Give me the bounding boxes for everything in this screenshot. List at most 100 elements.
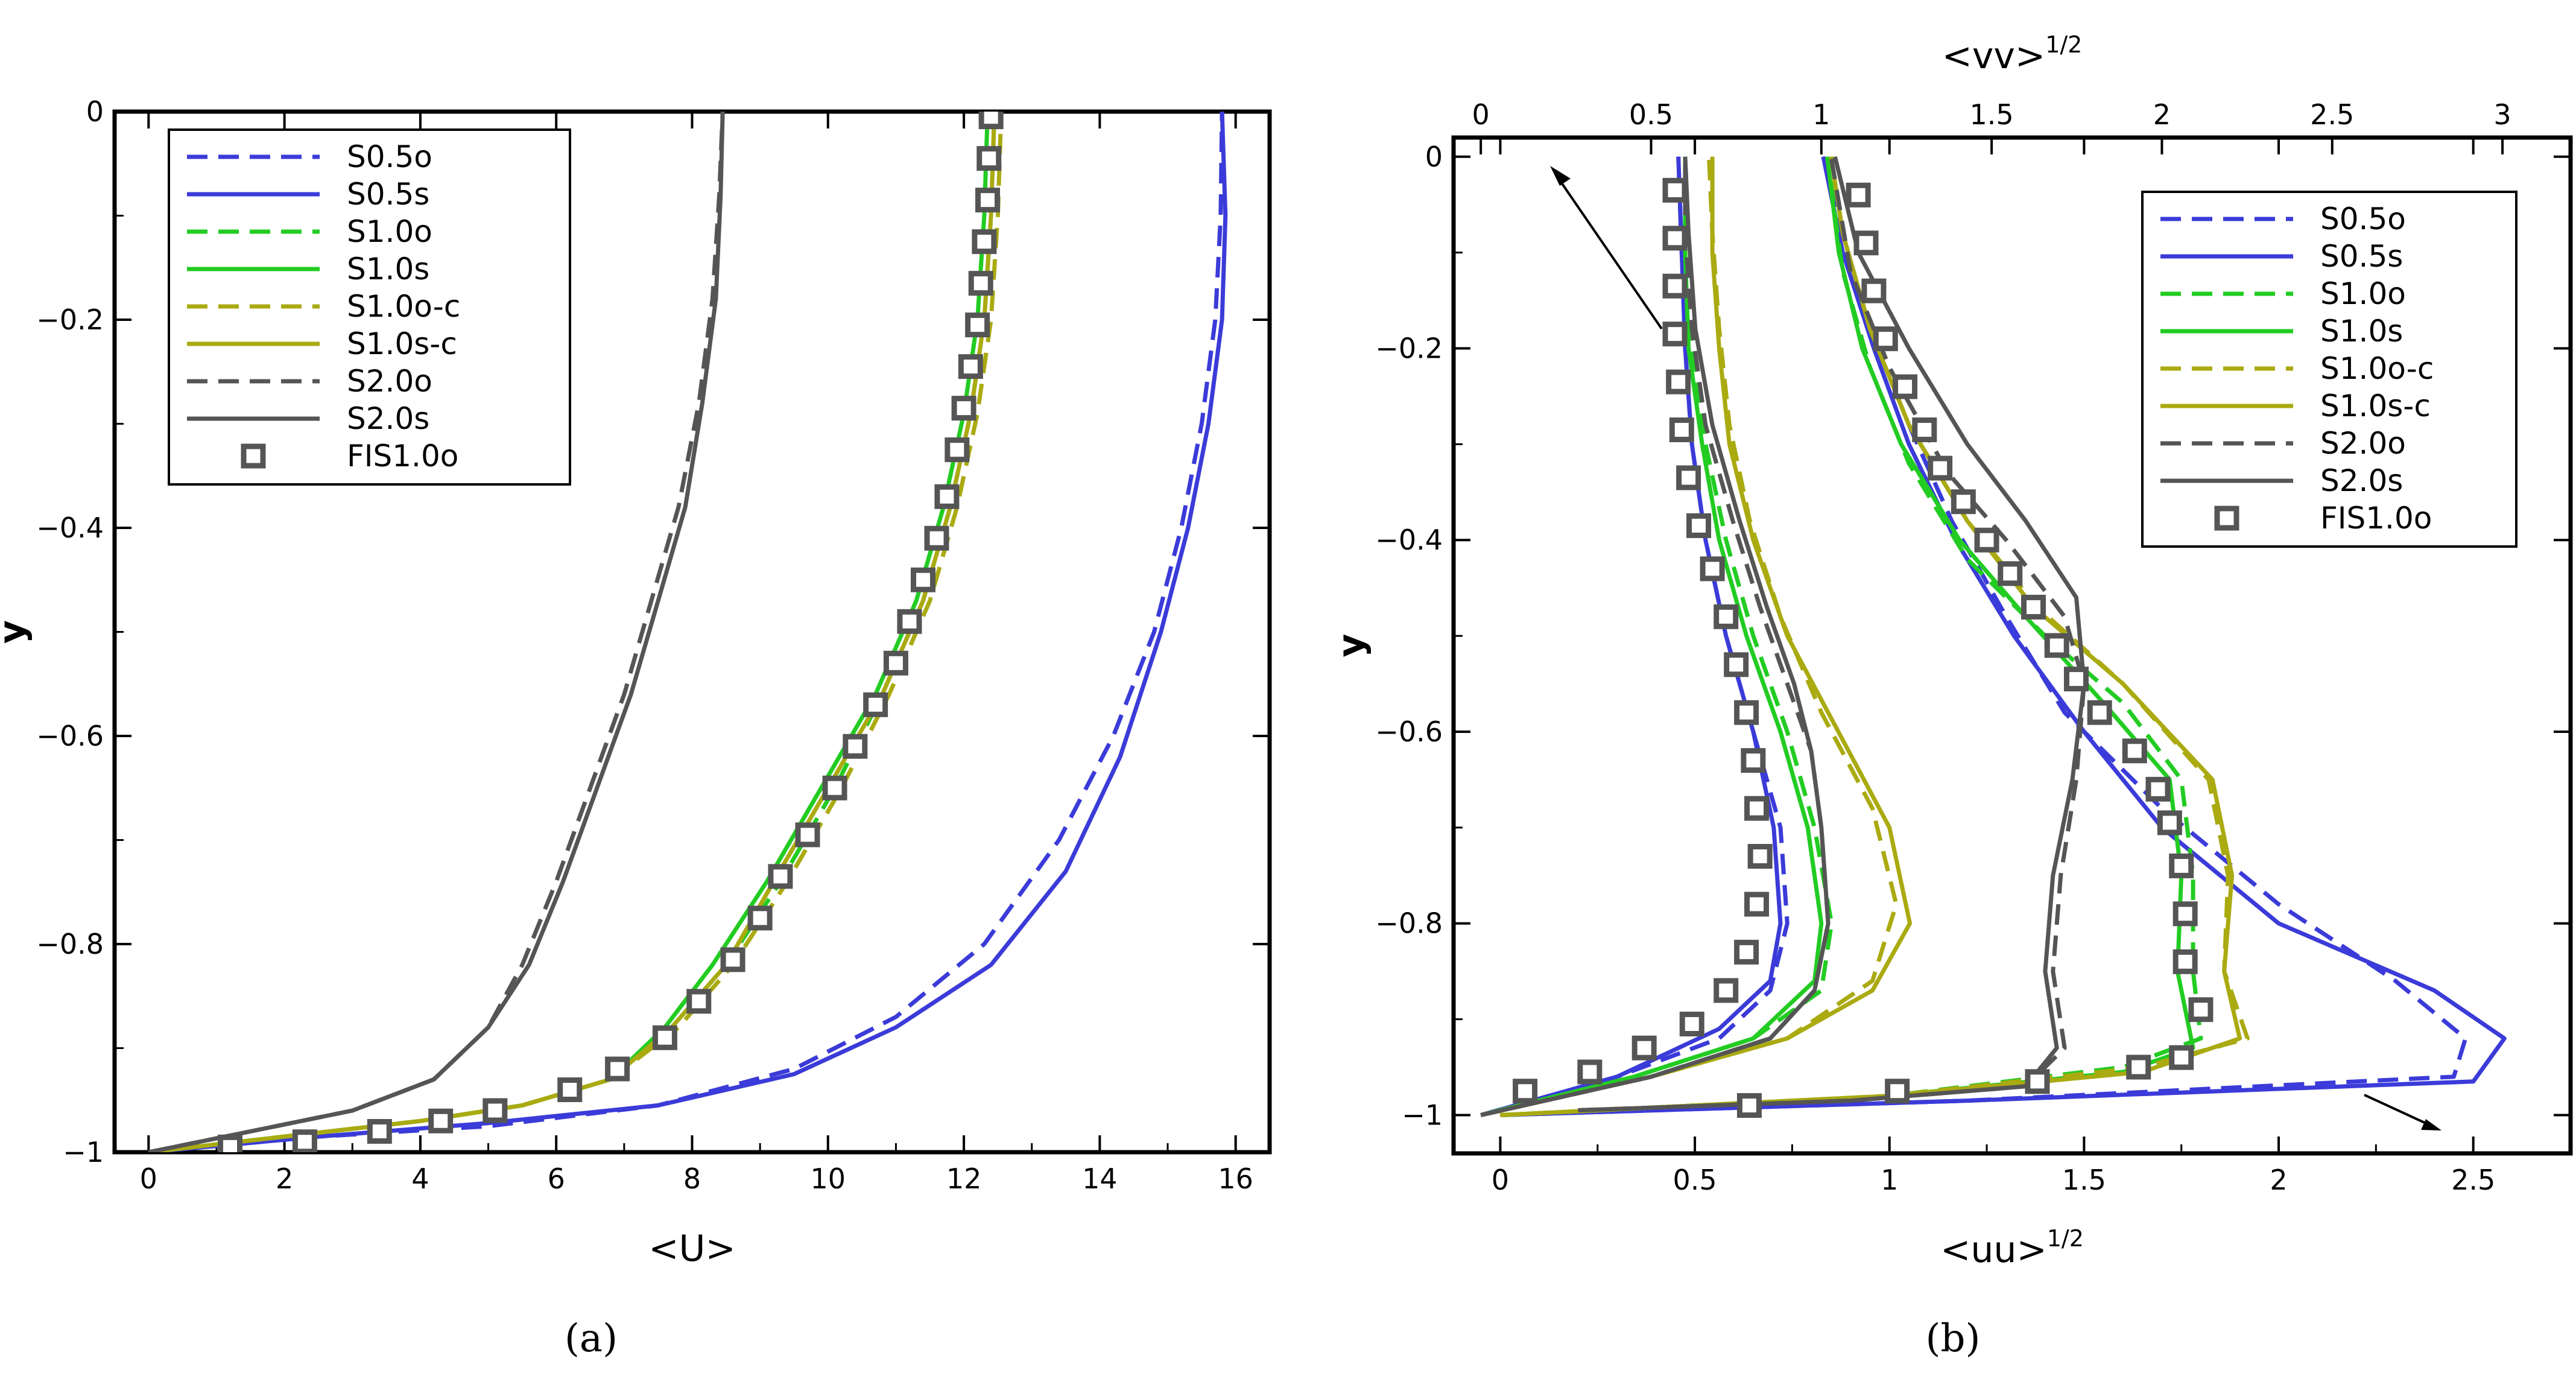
caption-a: (a) <box>565 1316 618 1361</box>
marker-fis1-0o-uu <box>2173 901 2198 927</box>
marker-fis1-0o-vv <box>1679 1012 1704 1037</box>
marker-fis1-0o-vv <box>1714 604 1739 629</box>
marker-fis1-0o <box>975 188 1001 213</box>
x-tick-label: 2.5 <box>2451 1164 2495 1196</box>
series-line-s0-5s-uu <box>1500 156 2507 1117</box>
legend-label-s1-0o-c: S1.0o-c <box>2320 351 2434 386</box>
marker-fis1-0o-vv <box>1700 556 1725 582</box>
marker-fis1-0o-uu <box>2145 776 2171 802</box>
series-line-s0-5s-vv <box>1480 156 1783 1117</box>
marker-fis1-0o-uu <box>1974 527 1999 553</box>
marker-fis1-0o <box>686 989 712 1014</box>
series-line-s1-0s-c-vv <box>1480 156 1913 1117</box>
legend-label-s1-0s-c: S1.0s-c <box>2320 388 2431 423</box>
x-tick-label: 14 <box>1082 1162 1118 1195</box>
marker-fis1-0o-uu <box>1846 182 1871 208</box>
x2-axis-title-sup: 1/2 <box>2045 31 2082 58</box>
y-axis-title: y <box>1330 633 1372 657</box>
marker-fis1-0o-vv <box>1741 748 1766 773</box>
marker-fis1-0o-uu <box>2021 594 2046 620</box>
marker-fis1-0o-uu <box>2173 949 2198 974</box>
y-tick-label: −0.4 <box>36 512 104 544</box>
plot-frame <box>1451 135 2573 1156</box>
marker-fis1-0o <box>972 229 997 255</box>
legend-label-s1-0o-c: S1.0o-c <box>347 289 460 324</box>
x-tick-label: 0 <box>1492 1164 1509 1196</box>
marker-fis1-0o-uu <box>1861 278 1887 303</box>
y-tick-label: −0.2 <box>1375 332 1443 365</box>
legend-label-s0-5o: S0.5o <box>347 139 432 174</box>
marker-fis1-0o-uu <box>2188 997 2214 1022</box>
y-tick-label: −1 <box>63 1136 104 1168</box>
x2-tick-label: 1.5 <box>1970 98 2014 131</box>
marker-fis1-0o-uu <box>2044 633 2069 658</box>
x-tick-label: 1.5 <box>2062 1164 2106 1196</box>
x2-tick-label: 2.5 <box>2310 98 2354 131</box>
legend-label-s0-5o: S0.5o <box>2320 201 2406 236</box>
panel-b: 0 0.5 1 1.5 2 2.5 0 0.5 1 1.5 2 2.5 3 −1 −0.8 −0.6 −0.4 −… <box>1330 31 2573 1271</box>
marker-fis1-0o <box>822 775 847 801</box>
marker-fis1-0o-vv <box>1744 892 1770 917</box>
marker-fis1-0o <box>934 484 960 509</box>
marker-fis1-0o-uu <box>1853 230 1879 256</box>
marker-fis1-0o <box>768 864 793 889</box>
marker-fis1-0o <box>958 354 983 379</box>
marker-fis1-0o <box>978 112 1004 130</box>
legend-marker-fis1-0o <box>241 443 266 469</box>
marker-fis1-0o-uu <box>2087 700 2112 725</box>
x-tick-label: 2 <box>2270 1164 2287 1196</box>
marker-fis1-0o-vv <box>1676 465 1701 490</box>
marker-fis1-0o <box>945 437 970 463</box>
series-line-s1-0s-uu <box>1500 156 2195 1117</box>
x-tick-label: 8 <box>683 1162 701 1195</box>
marker-fis1-0o <box>911 567 935 592</box>
legend-label-fis1-0o: FIS1.0o <box>2320 501 2432 536</box>
marker-fis1-0o <box>976 146 1002 171</box>
series-line-s0-5s <box>148 112 1228 1152</box>
series-line-s2-0o-uu <box>1578 156 2086 1112</box>
marker-fis1-0o <box>367 1119 392 1144</box>
marker-fis1-0o <box>968 271 993 296</box>
legend-label-s2-0s: S2.0s <box>2320 463 2403 498</box>
marker-fis1-0o-uu <box>1951 489 1976 515</box>
marker-fis1-0o-uu <box>1998 561 2023 586</box>
y-tick-label: −1 <box>1402 1099 1443 1131</box>
plot-area <box>148 112 1228 1152</box>
x-tick-label: 0.5 <box>1673 1164 1717 1196</box>
legend-label-s1-0s: S1.0s <box>2320 314 2403 349</box>
marker-fis1-0o-uu <box>2169 1045 2194 1070</box>
x2-axis-title: <vv>1/2 <box>1942 31 2083 77</box>
marker-fis1-0o-uu <box>2157 810 2182 835</box>
marker-fis1-0o-vv <box>1747 844 1773 869</box>
marker-fis1-0o <box>951 396 976 421</box>
annotation-arrows <box>1550 166 2442 1130</box>
x-axis-title-sup: 1/2 <box>2047 1225 2084 1252</box>
annotation-arrow-vv <box>1555 174 1663 330</box>
x-tick-label: 2 <box>276 1162 293 1195</box>
marker-fis1-0o <box>483 1098 508 1123</box>
marker-fis1-0o <box>795 822 820 848</box>
x-tick-label: 4 <box>411 1162 429 1195</box>
marker-fis1-0o-vv <box>1734 939 1759 965</box>
plot-area <box>1480 156 2507 1118</box>
marker-fis1-0o <box>292 1129 317 1152</box>
marker-fis1-0o-uu <box>2025 1069 2050 1094</box>
y-tick-label: −0.6 <box>36 720 104 752</box>
series-line-s0-5o-vv <box>1480 156 1790 1117</box>
marker-fis1-0o-vv <box>1662 177 1688 203</box>
x-tick-label: 12 <box>946 1162 982 1195</box>
marker-fis1-0o <box>605 1056 630 1082</box>
legend: S0.5oS0.5sS1.0oS1.0sS1.0o-cS1.0s-cS2.0oS… <box>168 128 571 486</box>
marker-fis1-0o-uu <box>2169 853 2194 878</box>
y-tick-label: −0.8 <box>36 928 104 960</box>
x-tick-label: 0 <box>140 1162 157 1195</box>
marker-fis1-0o <box>924 525 949 551</box>
y-tick-label: 0 <box>86 95 104 128</box>
marker-fis1-0o <box>965 312 990 338</box>
y-tick-label: −0.2 <box>36 303 104 336</box>
marker-fis1-0o-uu <box>2126 1054 2151 1080</box>
marker-fis1-0o-vv <box>1686 513 1712 538</box>
marker-fis1-0o-uu <box>2063 667 2089 692</box>
y-tick-label: −0.4 <box>1375 524 1443 556</box>
